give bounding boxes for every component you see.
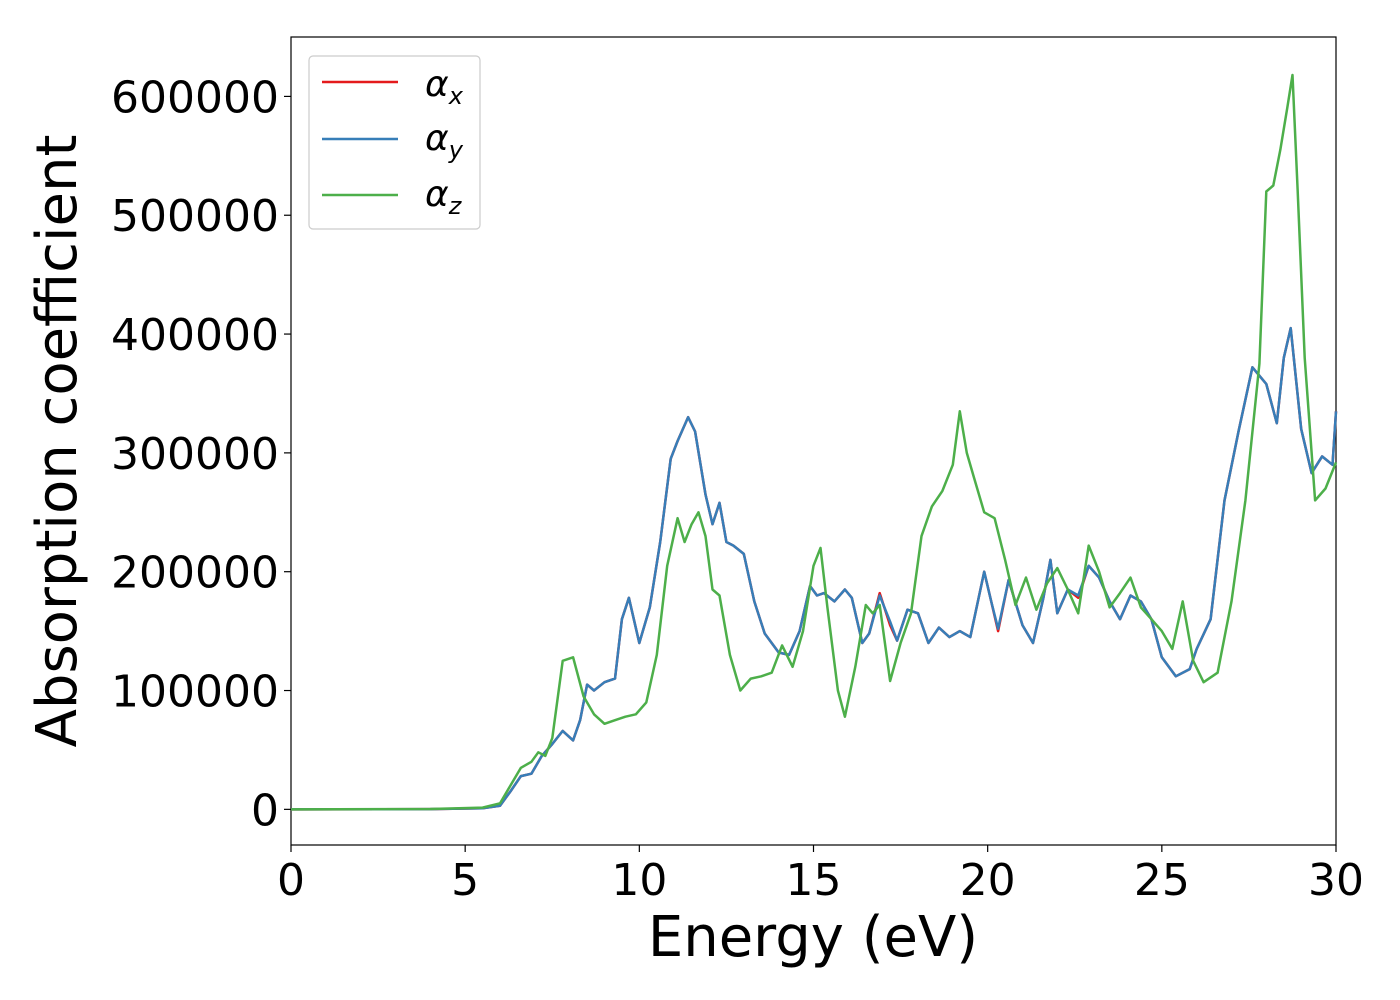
legend-box	[308, 55, 481, 230]
series-line-alpha-z	[290, 73, 1338, 811]
y-tick-label: 400000	[111, 310, 279, 361]
y-axis-title: Absorption coefficient	[25, 135, 90, 748]
x-tick-label: 0	[277, 855, 305, 906]
y-tick-label: 200000	[111, 548, 279, 599]
x-tick-label: 10	[611, 855, 667, 906]
y-tick-label: 600000	[111, 72, 279, 123]
y-axis-ticks: 0 100000 200000 300000 400000 500000 600000	[111, 72, 291, 836]
y-tick-label: 100000	[111, 667, 279, 718]
plot-lines	[290, 73, 1338, 811]
legend-label-alpha-y: αy	[425, 118, 464, 164]
x-tick-label: 25	[1134, 855, 1190, 906]
legend: αx αy αz	[308, 55, 481, 230]
x-tick-label: 20	[960, 855, 1016, 906]
x-tick-label: 5	[451, 855, 479, 906]
x-axis-ticks: 0 5 10 15 20 25 30	[277, 845, 1364, 906]
x-tick-label: 15	[786, 855, 842, 906]
x-axis-title: Energy (eV)	[648, 905, 978, 970]
legend-label-alpha-z: αz	[425, 174, 463, 220]
y-tick-label: 300000	[111, 429, 279, 480]
legend-label-alpha-x: αx	[425, 64, 464, 110]
y-tick-label: 0	[251, 785, 279, 836]
y-tick-label: 500000	[111, 191, 279, 242]
x-tick-label: 30	[1308, 855, 1364, 906]
series-line-alpha-y	[290, 326, 1338, 811]
